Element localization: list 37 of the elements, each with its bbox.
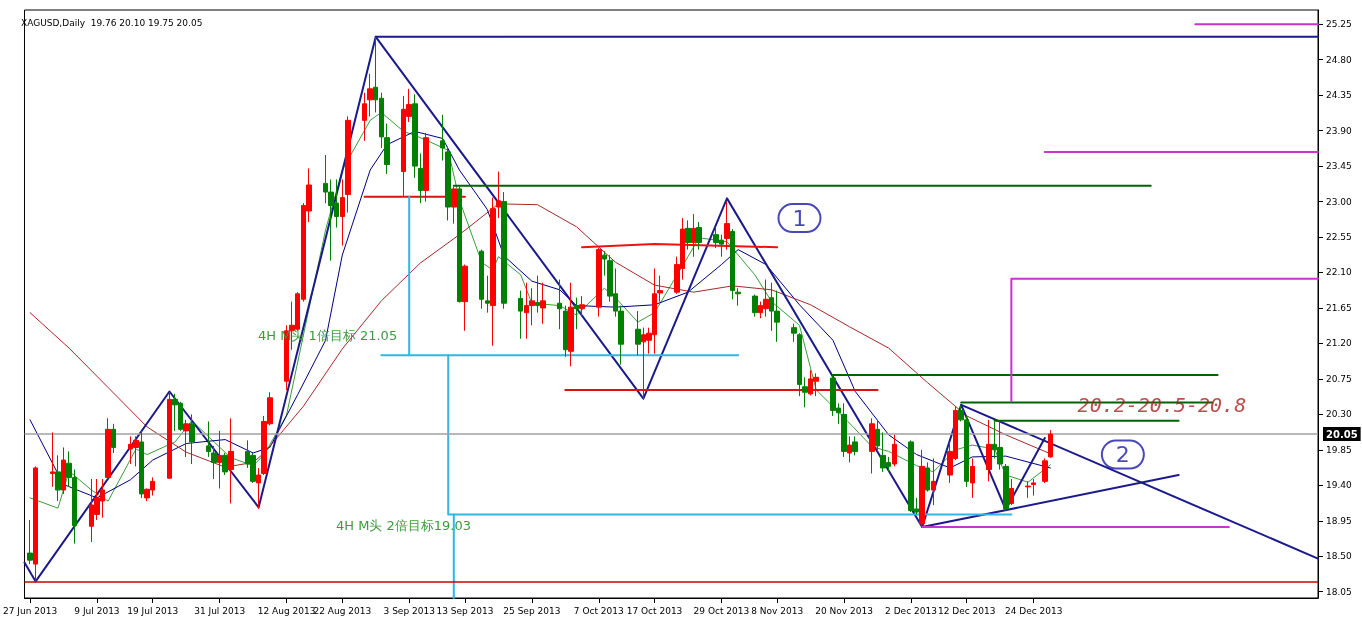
x-tick-label: 24 Dec 2013 <box>1004 605 1063 616</box>
annotation: 1 <box>792 205 807 231</box>
x-tick-label: 2 Dec 2013 <box>885 605 937 616</box>
x-tick-label: 25 Sep 2013 <box>503 605 561 616</box>
x-tick-label: 19 Jul 2013 <box>127 605 179 616</box>
x-tick-label: 27 Jun 2013 <box>3 605 58 616</box>
y-tick-label: 19.85 <box>1326 444 1352 455</box>
x-tick-label: 8 Nov 2013 <box>751 605 804 616</box>
y-tick-label: 21.20 <box>1326 338 1353 349</box>
y-tick-label: 24.35 <box>1326 90 1352 101</box>
x-tick-label: 9 Jul 2013 <box>74 605 120 616</box>
y-tick-label: 23.00 <box>1326 196 1353 207</box>
x-tick-label: 20 Nov 2013 <box>815 605 873 616</box>
y-tick-label: 19.40 <box>1326 480 1353 491</box>
x-tick-label: 17 Oct 2013 <box>626 605 683 616</box>
annotation: 2 <box>1115 442 1130 468</box>
x-tick-label: 3 Sep 2013 <box>383 605 435 616</box>
x-tick-label: 7 Oct 2013 <box>573 605 624 616</box>
x-tick-label: 12 Aug 2013 <box>257 605 316 616</box>
ref-line-label: 20.05 <box>1326 428 1358 440</box>
x-tick-label: 13 Sep 2013 <box>436 605 494 616</box>
y-tick-label: 18.50 <box>1326 551 1353 562</box>
y-tick-label: 23.90 <box>1326 125 1353 136</box>
y-tick-label: 22.55 <box>1326 232 1352 242</box>
x-tick-label: 22 Aug 2013 <box>313 605 372 616</box>
y-tick-label: 23.45 <box>1326 161 1352 172</box>
y-tick-label: 18.95 <box>1326 515 1352 526</box>
y-tick-label: 20.75 <box>1326 373 1352 384</box>
x-tick-label: 29 Oct 2013 <box>693 605 750 616</box>
y-tick-label: 21.65 <box>1326 302 1352 313</box>
y-tick-label: 22.10 <box>1326 267 1353 278</box>
y-tick-label: 18.05 <box>1326 586 1352 597</box>
y-tick-label: 24.80 <box>1326 54 1353 65</box>
y-tick-label: 20.30 <box>1326 409 1353 420</box>
y-tick-label: 25.25 <box>1326 19 1352 30</box>
x-tick-label: 12 Dec 2013 <box>938 605 996 616</box>
x-tick-label: 31 Jul 2013 <box>194 605 246 616</box>
